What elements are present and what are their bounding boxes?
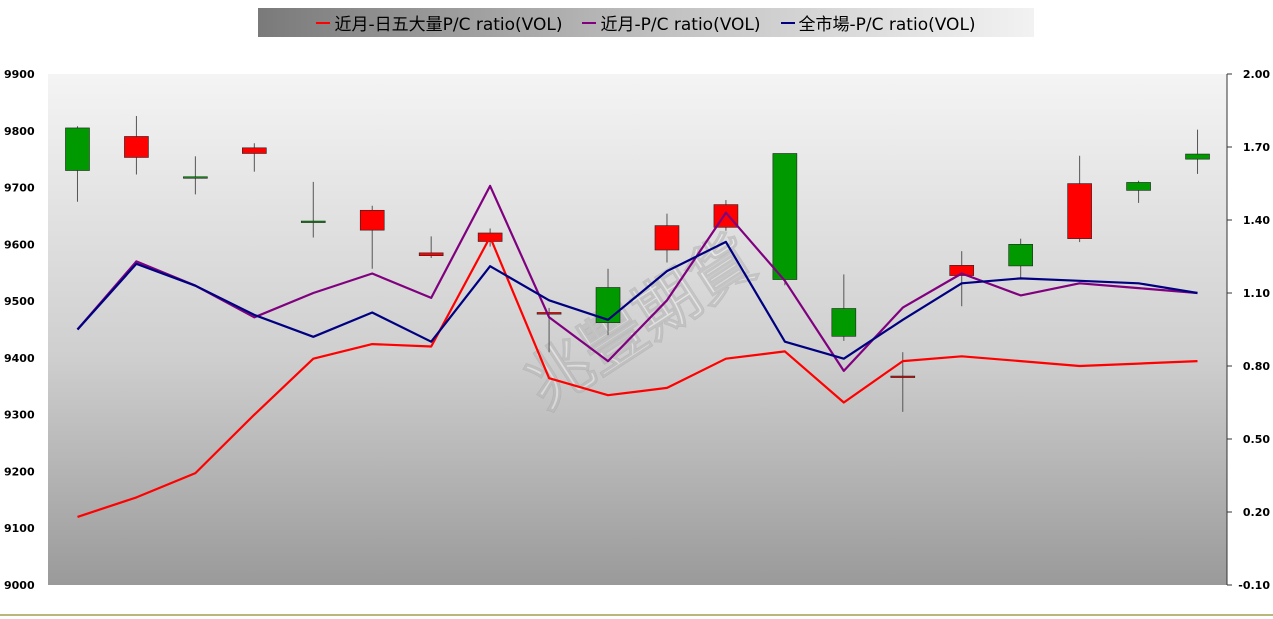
legend-item-top5-pc: 近月-日五大量P/C ratio(VOL) xyxy=(316,10,562,35)
left-axis-tick-label: 9500 xyxy=(4,295,35,308)
candle-body xyxy=(890,375,916,378)
legend-item-market-pc: 全市場-P/C ratio(VOL) xyxy=(780,10,976,35)
right-axis-tick-label: 0.20 xyxy=(1243,506,1270,519)
left-axis-tick-label: 9400 xyxy=(4,352,35,365)
left-axis-tick-label: 9200 xyxy=(4,465,35,478)
left-axis-tick-label: 9700 xyxy=(4,182,35,195)
legend-label: 全市場-P/C ratio(VOL) xyxy=(798,15,976,35)
candle-body xyxy=(65,127,90,171)
left-axis-tick-label: 9300 xyxy=(4,409,35,422)
legend-label: 近月-日五大量P/C ratio(VOL) xyxy=(334,15,563,35)
candle-body xyxy=(418,252,444,256)
candle-body xyxy=(831,308,857,337)
right-axis-tick-label: -0.10 xyxy=(1238,579,1270,592)
series-line-1 xyxy=(77,235,1198,518)
legend-swatch-purple xyxy=(582,21,597,24)
candle-body xyxy=(772,153,798,280)
candle-body xyxy=(359,209,385,231)
candle-body xyxy=(949,265,975,276)
candle-body xyxy=(300,220,326,223)
left-axis-tick-label: 9800 xyxy=(4,125,35,138)
right-axis-tick-label: 1.70 xyxy=(1243,141,1270,154)
chart-legend: 近月-日五大量P/C ratio(VOL) 近月-P/C ratio(VOL) … xyxy=(258,8,1034,37)
candle-body xyxy=(1067,183,1092,239)
legend-swatch-navy xyxy=(780,21,795,24)
candle-body xyxy=(124,136,149,158)
bottom-border xyxy=(0,614,1273,616)
series-line-2 xyxy=(76,184,1198,372)
right-axis-tick-label: 0.50 xyxy=(1243,433,1270,446)
left-axis-tick-label: 9600 xyxy=(4,238,35,251)
candle-body xyxy=(1185,153,1210,160)
right-axis-tick-label: 2.00 xyxy=(1243,68,1270,81)
legend-swatch-red xyxy=(316,21,331,24)
series-line-3 xyxy=(76,240,1198,360)
right-axis-tick-label: 1.40 xyxy=(1243,214,1270,227)
left-axis-tick-label: 9100 xyxy=(4,522,35,535)
right-axis-tick-label: 1.10 xyxy=(1243,287,1270,300)
left-axis-tick-label: 9900 xyxy=(4,68,35,81)
candle-body xyxy=(183,176,208,179)
right-axis-tick-label: 0.80 xyxy=(1243,360,1270,373)
left-axis-tick-label: 9000 xyxy=(4,579,35,592)
candle-body xyxy=(536,312,562,315)
candle-body xyxy=(1126,182,1151,191)
legend-item-near-month-pc: 近月-P/C ratio(VOL) xyxy=(582,10,761,35)
legend-label: 近月-P/C ratio(VOL) xyxy=(600,15,761,35)
candle-body xyxy=(1008,244,1033,267)
candle-body xyxy=(654,225,680,251)
candle-body xyxy=(242,147,267,154)
